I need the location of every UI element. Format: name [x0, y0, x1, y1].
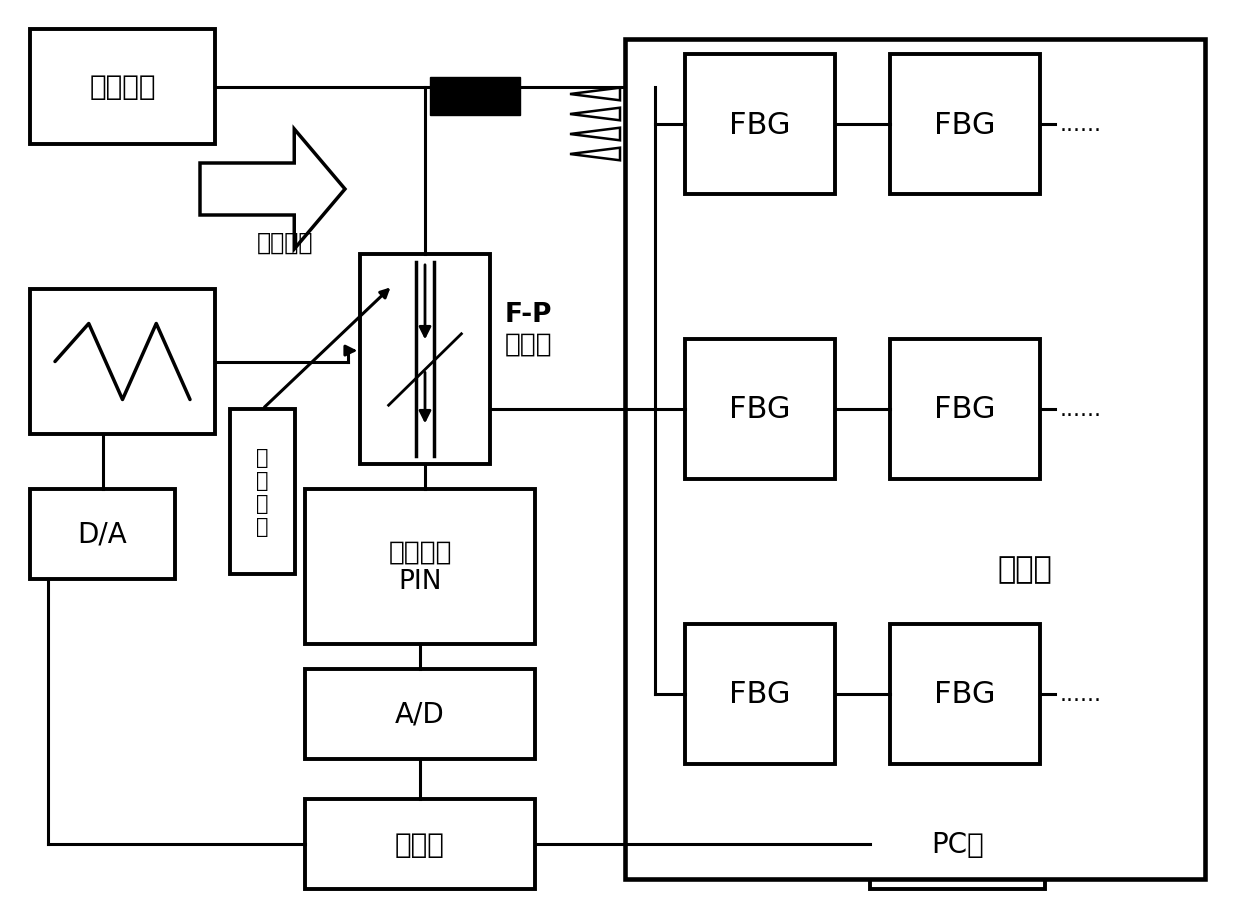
FancyBboxPatch shape — [305, 800, 535, 889]
Polygon shape — [570, 88, 620, 101]
Text: 宽带光源: 宽带光源 — [89, 74, 156, 101]
FancyBboxPatch shape — [624, 40, 1206, 879]
FancyBboxPatch shape — [30, 490, 175, 579]
FancyBboxPatch shape — [685, 55, 835, 195]
Text: FBG: FBG — [934, 395, 996, 424]
Text: FBG: FBG — [730, 395, 790, 424]
FancyBboxPatch shape — [890, 624, 1040, 765]
Text: 驱动信号: 驱动信号 — [256, 231, 313, 255]
FancyBboxPatch shape — [230, 410, 295, 574]
Polygon shape — [570, 149, 620, 161]
Text: PC机: PC机 — [932, 830, 984, 858]
FancyBboxPatch shape — [890, 340, 1040, 480]
Polygon shape — [199, 130, 344, 250]
Text: FBG: FBG — [934, 110, 996, 140]
FancyBboxPatch shape — [685, 340, 835, 480]
Text: 单片机: 单片机 — [395, 830, 445, 858]
FancyBboxPatch shape — [685, 624, 835, 765]
Text: ......: ...... — [1061, 400, 1101, 420]
FancyBboxPatch shape — [305, 490, 535, 644]
Text: FBG: FBG — [934, 680, 996, 709]
FancyBboxPatch shape — [361, 255, 489, 464]
Text: ......: ...... — [1061, 115, 1101, 135]
Text: F-P
滤波器: F-P 滤波器 — [506, 301, 553, 357]
FancyBboxPatch shape — [430, 78, 520, 116]
Text: ......: ...... — [1061, 685, 1101, 704]
FancyBboxPatch shape — [30, 289, 216, 435]
Text: A/D: A/D — [395, 700, 445, 728]
Text: D/A: D/A — [78, 520, 128, 549]
FancyBboxPatch shape — [870, 800, 1044, 889]
Polygon shape — [570, 108, 620, 121]
FancyBboxPatch shape — [890, 55, 1040, 195]
Polygon shape — [570, 129, 620, 142]
Text: 压
电
陶
瓷: 压 电 陶 瓷 — [256, 448, 269, 537]
FancyBboxPatch shape — [305, 669, 535, 759]
FancyBboxPatch shape — [30, 30, 216, 145]
Text: 变压器: 变压器 — [997, 555, 1052, 584]
Text: FBG: FBG — [730, 110, 790, 140]
Text: FBG: FBG — [730, 680, 790, 709]
Text: 光电转换
PIN: 光电转换 PIN — [388, 539, 452, 595]
